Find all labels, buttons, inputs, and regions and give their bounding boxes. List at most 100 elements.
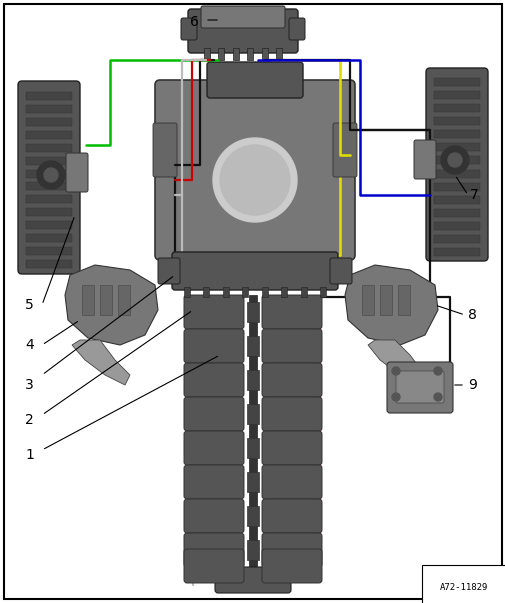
FancyBboxPatch shape xyxy=(184,549,243,583)
Bar xyxy=(26,105,72,113)
FancyBboxPatch shape xyxy=(66,153,88,192)
FancyBboxPatch shape xyxy=(184,295,243,329)
Circle shape xyxy=(433,367,441,375)
FancyBboxPatch shape xyxy=(425,68,487,261)
Bar xyxy=(275,48,281,60)
Bar xyxy=(222,287,228,297)
FancyBboxPatch shape xyxy=(184,499,243,533)
FancyBboxPatch shape xyxy=(184,397,243,431)
FancyBboxPatch shape xyxy=(262,465,321,499)
Circle shape xyxy=(447,153,461,167)
Bar xyxy=(433,91,479,99)
Bar xyxy=(26,144,72,152)
Bar xyxy=(246,506,259,526)
FancyBboxPatch shape xyxy=(413,140,435,179)
Text: 4: 4 xyxy=(25,338,34,352)
FancyBboxPatch shape xyxy=(184,431,243,465)
FancyBboxPatch shape xyxy=(262,431,321,465)
Bar xyxy=(433,104,479,112)
FancyBboxPatch shape xyxy=(155,80,355,260)
Polygon shape xyxy=(344,265,437,345)
Bar xyxy=(433,209,479,216)
Bar xyxy=(82,285,94,315)
Polygon shape xyxy=(367,340,424,385)
FancyBboxPatch shape xyxy=(262,499,321,533)
Circle shape xyxy=(433,393,441,401)
Bar xyxy=(204,48,210,60)
Text: 1: 1 xyxy=(25,448,34,462)
Text: 3: 3 xyxy=(25,378,34,392)
Bar xyxy=(433,156,479,165)
Polygon shape xyxy=(65,265,158,345)
Bar xyxy=(433,196,479,204)
Bar xyxy=(184,287,189,297)
Bar xyxy=(248,295,257,570)
Bar xyxy=(433,183,479,191)
FancyBboxPatch shape xyxy=(215,567,290,593)
FancyBboxPatch shape xyxy=(158,258,180,284)
Text: A72-11829: A72-11829 xyxy=(439,583,487,592)
Bar xyxy=(247,48,252,60)
FancyBboxPatch shape xyxy=(262,397,321,431)
Text: 2: 2 xyxy=(25,413,34,427)
Bar xyxy=(246,404,259,424)
Bar xyxy=(281,287,286,297)
Bar xyxy=(26,92,72,100)
FancyBboxPatch shape xyxy=(262,295,321,329)
Bar xyxy=(26,118,72,126)
FancyBboxPatch shape xyxy=(184,533,243,567)
FancyBboxPatch shape xyxy=(332,123,357,177)
FancyBboxPatch shape xyxy=(153,123,177,177)
Bar xyxy=(26,208,72,216)
Circle shape xyxy=(213,138,296,222)
Bar xyxy=(26,260,72,268)
FancyBboxPatch shape xyxy=(172,252,337,290)
Bar xyxy=(242,287,248,297)
Bar xyxy=(433,248,479,256)
Bar xyxy=(246,370,259,390)
FancyBboxPatch shape xyxy=(181,18,196,40)
Bar xyxy=(433,130,479,138)
Circle shape xyxy=(220,145,289,215)
FancyBboxPatch shape xyxy=(200,6,284,28)
Bar xyxy=(397,285,409,315)
Bar xyxy=(26,195,72,203)
FancyBboxPatch shape xyxy=(262,533,321,567)
Circle shape xyxy=(37,161,65,189)
FancyBboxPatch shape xyxy=(207,62,302,98)
Bar xyxy=(218,48,224,60)
FancyBboxPatch shape xyxy=(262,329,321,363)
Bar xyxy=(246,472,259,492)
FancyBboxPatch shape xyxy=(262,363,321,397)
Bar xyxy=(246,438,259,458)
Bar xyxy=(261,48,267,60)
FancyBboxPatch shape xyxy=(18,81,80,274)
Bar xyxy=(361,285,373,315)
Bar xyxy=(433,117,479,125)
Bar xyxy=(26,234,72,242)
Text: 5: 5 xyxy=(25,298,34,312)
Circle shape xyxy=(391,393,399,401)
Bar xyxy=(433,222,479,230)
Bar xyxy=(100,285,112,315)
Bar xyxy=(203,287,209,297)
FancyBboxPatch shape xyxy=(188,9,297,53)
Bar xyxy=(319,287,325,297)
Bar xyxy=(300,287,306,297)
FancyBboxPatch shape xyxy=(184,465,243,499)
FancyBboxPatch shape xyxy=(329,258,351,284)
Bar xyxy=(433,78,479,86)
Bar xyxy=(26,131,72,139)
FancyBboxPatch shape xyxy=(184,363,243,397)
Bar xyxy=(379,285,391,315)
FancyBboxPatch shape xyxy=(184,329,243,363)
Text: 6: 6 xyxy=(189,15,198,29)
FancyBboxPatch shape xyxy=(262,549,321,583)
Circle shape xyxy=(391,367,399,375)
Bar xyxy=(433,235,479,243)
Bar xyxy=(246,540,259,560)
Bar xyxy=(26,221,72,229)
Bar xyxy=(246,336,259,356)
Bar xyxy=(26,157,72,165)
Bar xyxy=(261,287,267,297)
